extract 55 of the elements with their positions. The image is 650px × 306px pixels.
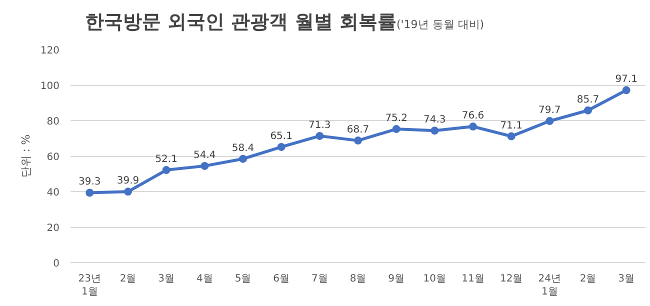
data-label: 74.3 xyxy=(424,114,446,126)
point xyxy=(469,122,477,131)
data-label: 75.2 xyxy=(385,113,408,124)
data-label: 54.4 xyxy=(194,150,216,161)
x-tick-label: 5월 xyxy=(234,274,252,284)
x-tick-label: 3월 xyxy=(158,274,175,284)
chart-title: 한국방문 외국인 관광객 월별 회복률 xyxy=(85,11,396,33)
data-label: 68.7 xyxy=(346,124,370,136)
data-label: 76.6 xyxy=(462,110,484,122)
data-label: 71.3 xyxy=(308,120,331,131)
data-label: 79.7 xyxy=(538,105,561,116)
data-label: 58.4 xyxy=(232,142,254,154)
x-tick-label: 2월 xyxy=(120,274,136,284)
data-label: 65.1 xyxy=(270,130,292,142)
data-label: 52.1 xyxy=(155,154,178,166)
point xyxy=(622,86,630,94)
y-axis-title: 단위 : % xyxy=(19,134,32,178)
x-tick-label: 23년 1월 xyxy=(78,274,102,298)
x-tick-label: 4월 xyxy=(196,274,213,284)
x-tick-label: 10월 xyxy=(423,274,446,284)
point xyxy=(200,162,209,170)
y-tick-label: 60 xyxy=(46,152,60,163)
x-tick-label: 3월 xyxy=(618,274,635,284)
point xyxy=(316,132,324,140)
x-tick-label: 12월 xyxy=(500,274,523,284)
x-tick-label: 7월 xyxy=(311,274,328,284)
point xyxy=(124,188,132,196)
x-tick-label: 6월 xyxy=(273,274,290,284)
point xyxy=(392,125,400,134)
point xyxy=(584,106,592,114)
y-tick-label: 20 xyxy=(46,223,60,234)
point xyxy=(162,166,170,174)
y-tick-label: 80 xyxy=(46,116,60,128)
point xyxy=(239,154,247,163)
y-tick-label: 40 xyxy=(46,188,60,198)
chart-subtitle: ('19년 동월 대비) xyxy=(396,18,484,31)
x-tick-label: 9월 xyxy=(388,274,405,284)
x-tick-label: 2월 xyxy=(580,274,596,284)
y-tick-label: 120 xyxy=(40,46,60,56)
y-tick-label: 0 xyxy=(53,258,60,270)
point xyxy=(430,126,439,135)
x-tick-label: 24년 1월 xyxy=(538,274,562,298)
point xyxy=(354,136,362,145)
data-label: 85.7 xyxy=(576,94,600,106)
data-label: 39.3 xyxy=(78,176,101,188)
point xyxy=(86,188,94,197)
point xyxy=(546,117,554,126)
x-tick-label: 11월 xyxy=(462,274,484,284)
point xyxy=(277,142,286,151)
data-label: 71.1 xyxy=(500,120,522,132)
y-tick-label: 100 xyxy=(40,81,60,92)
x-tick-label: 8월 xyxy=(350,274,366,284)
data-label: 39.9 xyxy=(116,176,140,187)
point xyxy=(507,132,516,140)
data-label: 97.1 xyxy=(615,74,638,86)
